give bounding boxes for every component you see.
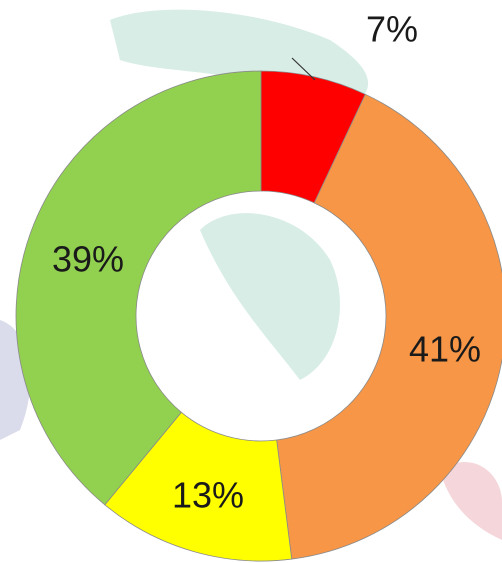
data-label: 41% <box>409 329 481 370</box>
leader-line <box>291 57 316 81</box>
donut-slice <box>104 411 293 562</box>
data-labels: 7% 41% 13% 39% <box>52 9 481 516</box>
donut-slice <box>276 93 502 560</box>
data-label: 39% <box>52 239 124 280</box>
donut-slice <box>15 70 262 506</box>
donut <box>15 70 502 562</box>
data-label: 13% <box>172 475 244 516</box>
data-label: 7% <box>366 9 418 50</box>
